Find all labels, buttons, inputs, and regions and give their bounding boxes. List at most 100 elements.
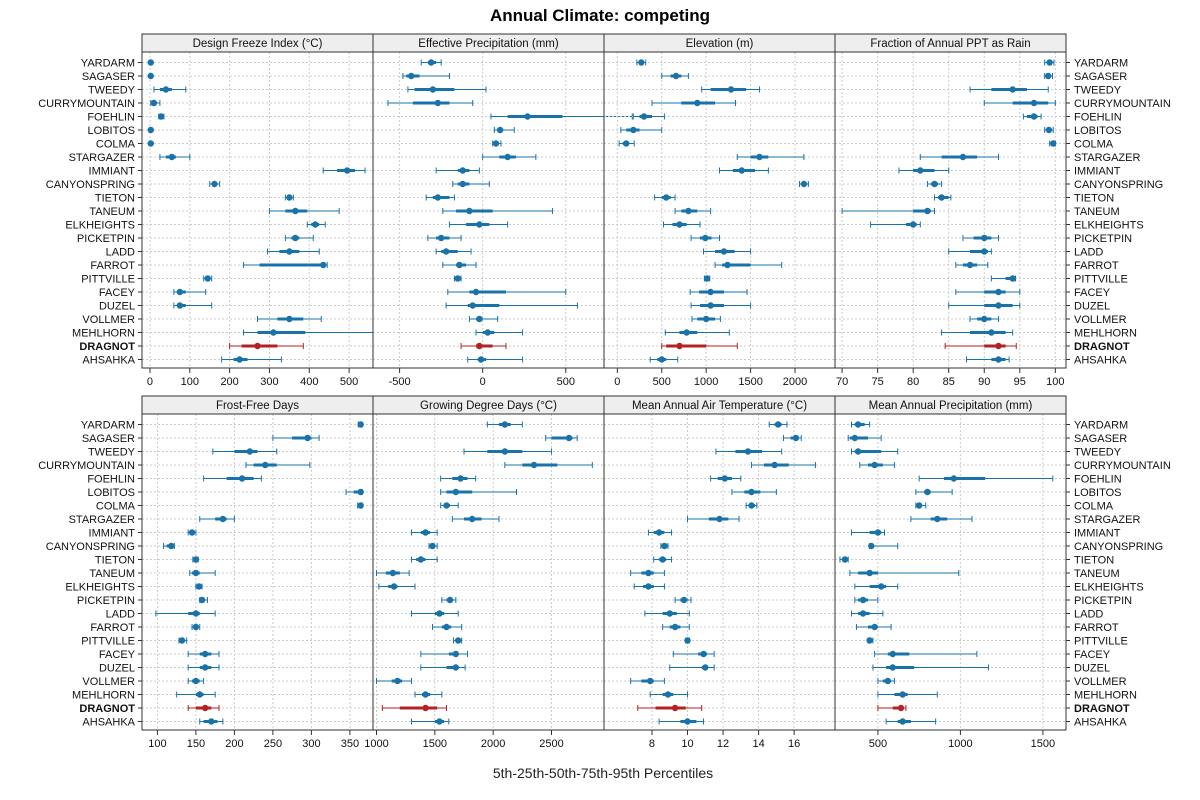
median-point: [456, 261, 463, 269]
x-tick-label: 200: [220, 376, 238, 388]
category-label-left: FARROT: [90, 622, 135, 634]
median-point: [638, 59, 645, 66]
mark-yardarm: [357, 421, 364, 428]
median-point: [427, 59, 435, 66]
median-point: [454, 275, 461, 282]
category-label-left: SAGASER: [82, 71, 135, 83]
category-label-left: TIETON: [95, 193, 135, 205]
median-point: [524, 113, 531, 120]
mark-duzel: [669, 664, 715, 671]
median-point: [995, 288, 1002, 296]
median-point: [721, 475, 729, 482]
mark-foehlin: [440, 475, 477, 482]
median-point: [866, 569, 873, 577]
median-point: [909, 221, 917, 228]
category-label-right: MEHLHORN: [1074, 328, 1137, 340]
mark-pittville: [703, 275, 711, 282]
median-point: [851, 434, 858, 442]
category-label-left: STARGAZER: [69, 152, 135, 164]
mark-sagaser: [782, 434, 802, 442]
category-label-right: LOBITOS: [1074, 125, 1121, 137]
x-tick-label: 150: [187, 738, 205, 750]
mark-farrot: [855, 623, 892, 631]
category-label-right: FACEY: [1074, 287, 1111, 299]
median-point: [720, 248, 728, 255]
category-label-left: VOLLMER: [82, 676, 135, 688]
median-point: [176, 288, 184, 296]
mark-foehlin: [1022, 113, 1042, 120]
median-point: [422, 704, 429, 712]
panel-border: [372, 413, 605, 731]
x-tick-label: 200: [225, 738, 243, 750]
x-tick-label: 1500: [1031, 738, 1055, 750]
mark-immiant: [187, 529, 197, 536]
mark-facey: [955, 288, 1021, 296]
category-label-right: LADD: [1074, 609, 1103, 621]
x-tick-label: 1000: [948, 738, 972, 750]
category-label-right: CURRYMOUNTAIN: [1074, 460, 1171, 472]
category-label-right: PITTVILLE: [1074, 636, 1128, 648]
category-label-left: ELKHEIGHTS: [65, 582, 135, 594]
median-point: [357, 502, 364, 509]
median-point: [859, 596, 867, 604]
category-label-right: PICKETPIN: [1074, 233, 1132, 245]
mark-sagaser: [147, 72, 154, 80]
panel-effective-precipitation-mm: Effective Precipitation (mm) -500 0 500: [372, 33, 633, 388]
mark-facey: [187, 650, 220, 658]
mark-yardarm: [1044, 59, 1055, 66]
mark-mehlhorn: [176, 691, 216, 698]
mark-dragnot: [661, 342, 738, 350]
mark-currymountain: [983, 99, 1056, 107]
mark-facey: [689, 288, 748, 296]
mark-colma: [440, 502, 459, 509]
mark-lobitos: [147, 126, 154, 134]
category-label-right: IMMIANT: [1074, 528, 1121, 540]
x-tick-label: 500: [869, 738, 887, 750]
mark-vollmer: [257, 315, 322, 323]
category-label-right: ELKHEIGHTS: [1074, 582, 1144, 594]
category-label-left: FACEY: [99, 287, 136, 299]
mark-canyonspring: [798, 180, 809, 188]
panel-title: Effective Precipitation (mm): [418, 38, 559, 50]
median-point: [262, 461, 269, 469]
median-point: [683, 329, 690, 336]
category-label-left: IMMIANT: [89, 166, 136, 178]
mark-foehlin: [918, 475, 1054, 482]
mark-dragnot: [460, 342, 507, 350]
category-label-right: DRAGNOT: [1074, 341, 1130, 353]
category-label-right: STARGAZER: [1074, 152, 1140, 164]
mark-duzel: [420, 664, 466, 671]
mark-canyonspring: [163, 542, 175, 550]
category-label-right: COLMA: [1074, 139, 1114, 151]
median-point: [192, 569, 200, 577]
x-tick-label: 12: [717, 738, 729, 750]
x-tick-label: 350: [341, 738, 359, 750]
mark-elkheights: [306, 221, 326, 228]
median-point: [436, 718, 443, 725]
median-point: [1045, 126, 1053, 134]
median-point: [192, 677, 200, 685]
median-point: [884, 677, 891, 685]
mark-immiant: [411, 529, 438, 536]
median-point: [492, 140, 500, 147]
panel-title: Elevation (m): [686, 38, 754, 50]
x-tick-label: 1500: [423, 738, 447, 750]
mark-tieton: [192, 556, 200, 563]
category-label-left: CURRYMOUNTAIN: [38, 98, 135, 110]
mark-colma: [492, 140, 502, 147]
mark-taneum: [189, 569, 216, 577]
median-point: [436, 610, 443, 617]
median-point: [966, 261, 974, 269]
x-tick-label: 2500: [539, 738, 563, 750]
median-point: [950, 475, 957, 482]
category-label-left: TIETON: [95, 555, 135, 567]
mark-ahsahka: [658, 718, 705, 725]
category-label-left: LADD: [106, 247, 135, 259]
x-tick-label: 0: [614, 376, 620, 388]
median-point: [1050, 140, 1057, 147]
x-tick-label: 1000: [694, 376, 718, 388]
median-point: [446, 596, 454, 604]
category-label-right: PITTVILLE: [1074, 274, 1128, 286]
median-point: [924, 488, 931, 496]
mark-taneum: [442, 207, 553, 215]
